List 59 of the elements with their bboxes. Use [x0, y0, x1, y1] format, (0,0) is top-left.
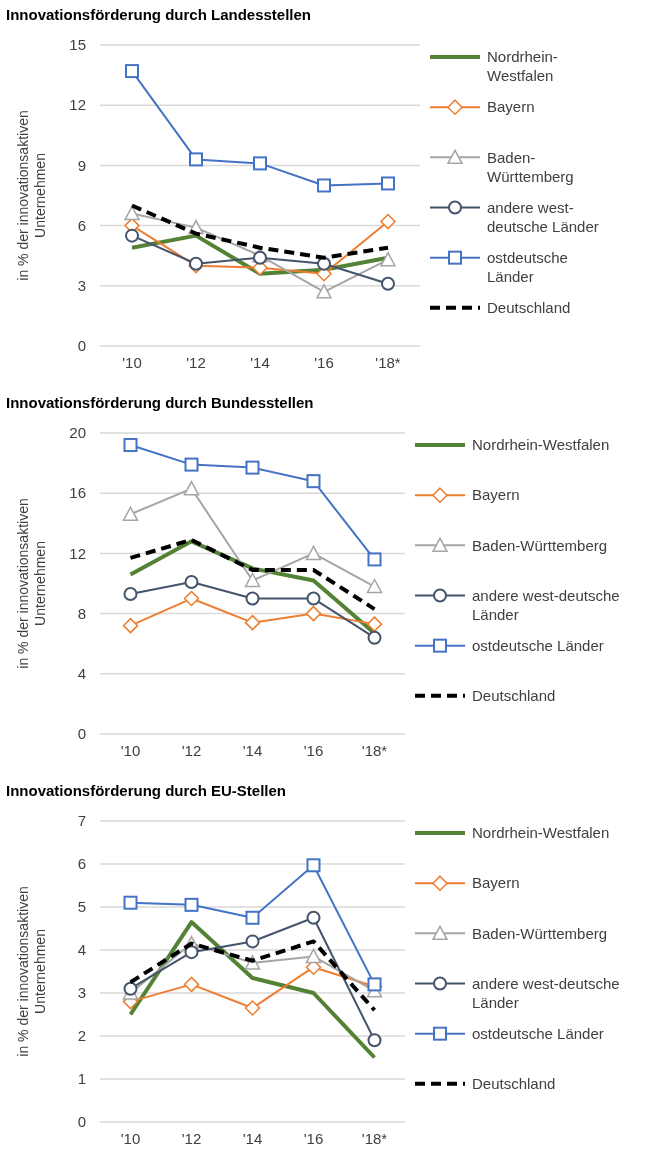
y-tick-label: 15	[69, 36, 86, 54]
legend-label: andere west-deutsche Länder	[487, 198, 599, 235]
chart-title: Innovationsförderung durch Bundesstellen	[6, 394, 314, 411]
y-tick-label: 12	[69, 96, 86, 114]
y-tick-label: 20	[69, 424, 86, 442]
y-tick-label: 8	[77, 604, 86, 622]
legend-label: Nordrhein-Westfalen	[487, 48, 558, 85]
x-tick-label: '14	[242, 1130, 263, 1147]
legend-label: Bayern	[472, 486, 520, 504]
x-tick-label: '16	[303, 1130, 324, 1147]
legend-label: Baden-Württemberg	[472, 924, 608, 942]
legend-label: Deutschland	[487, 299, 571, 317]
y-axis-title: in % der innovationsaktiven Unternehmen	[15, 110, 48, 281]
legend-label: Nordrhein-Westfalen	[472, 436, 610, 454]
y-tick-label: 4	[77, 941, 86, 959]
x-tick-label: '10	[122, 354, 142, 371]
x-tick-label: '12	[181, 1130, 202, 1147]
y-tick-label: 0	[77, 337, 86, 355]
y-tick-label: 4	[77, 665, 86, 683]
legend-label: andere west-deutsche Länder	[472, 974, 620, 1011]
y-tick-label: 2	[77, 1027, 86, 1045]
legend-label: andere west-deutsche Länder	[472, 586, 620, 623]
y-axis-title: in % der innovationsaktiven Unternehmen	[15, 886, 48, 1057]
legend-label: Bayern	[487, 98, 535, 116]
x-tick-label: '16	[314, 354, 334, 371]
x-tick-label: '16	[303, 742, 324, 759]
x-tick-label: '12	[181, 742, 202, 759]
y-tick-label: 6	[77, 216, 86, 234]
legend-label: ostdeutsche Länder	[472, 636, 604, 654]
legend-label: ostdeutsche Länder	[487, 248, 568, 285]
x-tick-label: '10	[120, 742, 141, 759]
y-tick-label: 9	[77, 156, 86, 174]
y-tick-label: 6	[77, 855, 86, 873]
legend-label: Nordrhein-Westfalen	[472, 824, 610, 842]
x-tick-label: '10	[120, 1130, 141, 1147]
legend-label: Deutschland	[472, 687, 556, 705]
x-tick-label: '18*	[361, 742, 388, 759]
x-tick-label: '18*	[375, 354, 401, 371]
x-tick-label: '18*	[361, 1130, 388, 1147]
x-tick-label: '14	[250, 354, 270, 371]
legend-label: Bayern	[472, 874, 520, 892]
y-tick-label: 1	[77, 1070, 86, 1088]
y-tick-label: 16	[69, 484, 86, 502]
y-tick-label: 12	[69, 544, 86, 562]
chart-title: Innovationsförderung durch EU-Stellen	[6, 782, 287, 799]
legend-label: Baden-Württemberg	[472, 536, 608, 554]
y-axis-title: in % der innovationsaktiven Unternehmen	[15, 498, 48, 669]
y-tick-label: 3	[77, 277, 86, 295]
y-tick-label: 0	[77, 1113, 86, 1131]
y-tick-label: 7	[77, 812, 86, 830]
y-tick-label: 5	[77, 898, 86, 916]
x-tick-label: '12	[186, 354, 206, 371]
y-tick-label: 3	[77, 984, 86, 1002]
y-tick-label: 0	[77, 725, 86, 743]
x-tick-label: '14	[242, 742, 263, 759]
legend-label: Baden-Württemberg	[487, 148, 574, 185]
legend-label: Deutschland	[472, 1075, 556, 1093]
chart-title: Innovationsförderung durch Landesstellen	[6, 6, 312, 23]
legend-label: ostdeutsche Länder	[472, 1024, 604, 1042]
